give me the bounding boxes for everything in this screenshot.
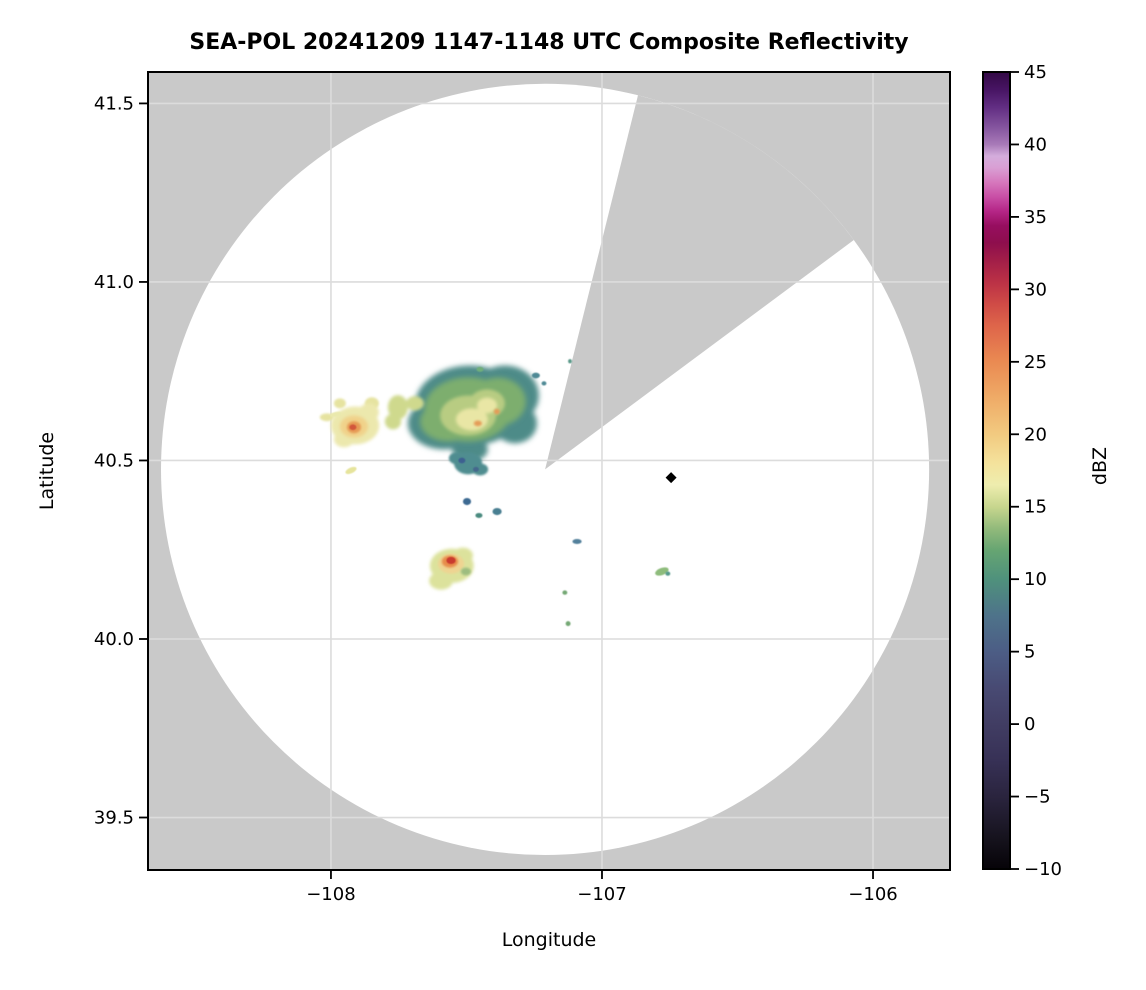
echo-layer (665, 571, 671, 576)
echo-blob (384, 413, 402, 430)
colorbar-tick-label: 20 (1024, 424, 1047, 445)
echo-layer (475, 512, 483, 518)
echo-blob (429, 571, 453, 590)
colorbar-tick-label: 5 (1024, 642, 1035, 663)
echo-blob (572, 539, 582, 545)
y-axis-label: Latitude (36, 431, 58, 511)
echo-blob (333, 398, 346, 409)
axes-spine (147, 71, 951, 871)
echo-blob (349, 424, 357, 431)
echo-blob (462, 497, 472, 506)
echo-blob (406, 396, 424, 411)
colorbar-tick-label: 35 (1024, 207, 1047, 228)
echo-layer (458, 457, 466, 464)
echo-layer (349, 424, 357, 431)
echo-layer (460, 567, 472, 576)
colorbar-tick-label: 45 (1024, 62, 1047, 83)
y-tick-label: 40.0 (94, 629, 134, 650)
y-tick-label: 40.5 (94, 450, 134, 471)
axis-ticks (139, 102, 874, 879)
echo-layer (562, 590, 571, 627)
echo-blob (531, 372, 540, 379)
colorbar-tick-label: 40 (1024, 134, 1047, 155)
echo-blob (471, 463, 489, 476)
echo-blob (476, 366, 484, 372)
echo-blob (541, 381, 547, 386)
echo-scattered-specks (329, 359, 671, 627)
y-tick-label: 41.5 (94, 93, 134, 114)
colorbar-tick-label: 30 (1024, 279, 1047, 300)
site-marker-diamond (665, 472, 677, 484)
y-tick-label: 39.5 (94, 808, 134, 829)
colorbar (982, 71, 1011, 870)
echo-blob (446, 556, 456, 565)
x-tick-label: −107 (577, 884, 626, 905)
colorbar-tick-label: 25 (1024, 352, 1047, 373)
echo-blob (358, 403, 379, 422)
figure-title: SEA-POL 20241209 1147-1148 UTC Composite… (189, 30, 909, 55)
echo-main-storm-cluster (407, 365, 539, 462)
echo-layer (572, 539, 582, 545)
x-tick-label: −108 (306, 884, 355, 905)
echo-layer (492, 507, 502, 516)
colorbar-tick-label: 15 (1024, 497, 1047, 518)
echo-layer (473, 408, 500, 427)
colorbar-label: dBZ (1089, 446, 1111, 486)
echo-layer (329, 411, 342, 418)
echo-layer (446, 556, 456, 565)
echo-blob (329, 411, 342, 418)
echo-west-fringe (319, 395, 424, 430)
echo-west-cell (330, 403, 380, 448)
echo-blob (345, 466, 357, 475)
echo-layer (472, 466, 479, 472)
echo-south-cell (429, 547, 474, 590)
echo-layer (531, 372, 547, 386)
echo-blob (473, 420, 482, 427)
colorbar-tick-label: −10 (1024, 859, 1062, 880)
y-tick-label: 41.0 (94, 272, 134, 293)
echo-blob (387, 395, 408, 420)
echo-layer (655, 567, 669, 576)
echo-blob (493, 408, 500, 415)
plot-area (148, 72, 950, 870)
colorbar-tick-label: 10 (1024, 569, 1047, 590)
echo-blob (477, 397, 498, 414)
echo-blob (568, 359, 572, 364)
echo-layer (462, 497, 472, 506)
colorbar-tick-label: 0 (1024, 714, 1035, 735)
echo-blob (655, 567, 669, 576)
x-tick-label: −106 (848, 884, 897, 905)
echo-blob (458, 457, 466, 464)
echo-blob (492, 507, 502, 516)
gridlines (148, 72, 950, 870)
echo-layer (384, 395, 424, 430)
colorbar-tick-label: −5 (1024, 787, 1051, 808)
echo-blob (472, 466, 479, 472)
echo-blob (665, 571, 671, 576)
echo-layer (345, 466, 357, 475)
colorbar-ticks (1011, 71, 1019, 870)
echo-blob (475, 512, 483, 518)
echo-layer (568, 359, 572, 364)
echo-blob (460, 567, 472, 576)
x-axis-label: Longitude (501, 929, 597, 951)
echo-blob (565, 621, 571, 627)
echo-layer (476, 366, 484, 372)
reflectivity-echoes (319, 359, 671, 627)
echo-blob (562, 590, 568, 595)
echo-south-of-storm-patch (448, 452, 489, 476)
